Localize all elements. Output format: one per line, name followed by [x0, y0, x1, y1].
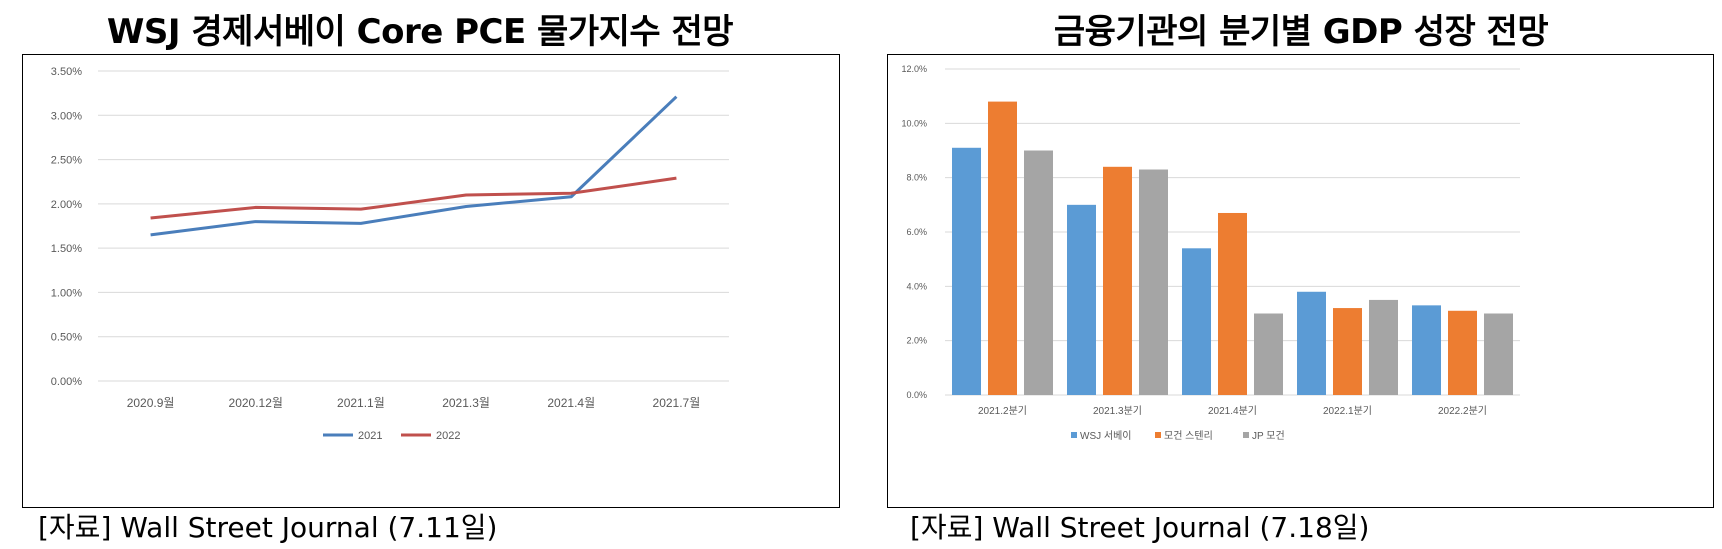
y-tick-label: 1.00%	[51, 287, 82, 299]
y-tick-label: 0.50%	[51, 332, 82, 344]
bar-WSJ 서베이	[952, 147, 981, 395]
right-source-note: [자료] Wall Street Journal (7.18일)	[910, 511, 1370, 544]
legend-label: JP 모건	[1252, 430, 1285, 442]
y-tick-label: 8.0%	[906, 173, 927, 183]
x-tick-label: 2022.2분기	[1438, 405, 1487, 417]
series-line-2021	[150, 95, 678, 237]
x-tick-label: 2021.4월	[547, 396, 595, 410]
y-tick-label: 2.0%	[906, 336, 927, 346]
series-line-2022	[150, 176, 677, 220]
x-tick-label: 2021.7월	[653, 396, 701, 410]
y-tick-label: 1.50%	[51, 243, 82, 255]
bar-JP 모건	[1254, 313, 1283, 395]
legend-label: 모건 스텐리	[1164, 430, 1213, 442]
y-tick-label: 3.00%	[51, 110, 82, 122]
y-tick-label: 10.0%	[901, 118, 927, 128]
bar-WSJ 서베이	[1412, 305, 1441, 395]
y-tick-label: 0.0%	[906, 390, 927, 400]
bar-WSJ 서베이	[1067, 204, 1096, 395]
bar-JP 모건	[1139, 169, 1168, 395]
bar-JP 모건	[1024, 150, 1053, 395]
bar-JP 모건	[1484, 313, 1513, 395]
legend-label: WSJ 서베이	[1080, 430, 1132, 442]
line-chart: 0.00% 0.50% 1.00% 1.50% 2.00% 2.50% 3.00% 3.50%…	[51, 66, 729, 442]
bar-모건 스텐리	[988, 101, 1017, 395]
x-tick-label: 2021.1월	[337, 396, 385, 410]
line-chart-frame: 0.00% 0.50% 1.00% 1.50% 2.00% 2.50% 3.00% 3.50%…	[22, 54, 840, 508]
bar-모건 스텐리	[1103, 166, 1132, 395]
bar-JP 모건	[1369, 299, 1398, 395]
x-tick-label: 2021.2분기	[978, 405, 1027, 417]
x-tick-label: 2022.1분기	[1323, 405, 1372, 417]
y-tick-label: 12.0%	[901, 64, 927, 74]
bar-모건 스텐리	[1333, 308, 1362, 395]
x-tick-label: 2020.9월	[127, 396, 175, 410]
legend-swatch	[1071, 432, 1077, 438]
bar-WSJ 서베이	[1182, 248, 1211, 395]
x-tick-label: 2020.12월	[229, 396, 283, 410]
legend-swatch	[1155, 432, 1161, 438]
y-tick-label: 4.0%	[906, 281, 927, 291]
right-chart-title: 금융기관의 분기별 GDP 성장 전망	[1053, 12, 1549, 52]
bar-모건 스텐리	[1218, 212, 1247, 395]
x-tick-label: 2021.3분기	[1093, 405, 1142, 417]
bar-chart: 0.0% 2.0% 4.0% 6.0% 8.0% 10.0% 12.0% 2021.2분기 20…	[901, 64, 1520, 442]
bar-chart-frame: 0.0% 2.0% 4.0% 6.0% 8.0% 10.0% 12.0% 2021.2분기 20…	[887, 54, 1714, 508]
y-tick-label: 6.0%	[906, 227, 927, 237]
left-chart-title: WSJ 경제서베이 Core PCE 물가지수 전망	[106, 12, 734, 52]
bar-모건 스텐리	[1448, 310, 1477, 395]
left-source-note: [자료] Wall Street Journal (7.11일)	[38, 511, 498, 544]
y-tick-label: 0.00%	[51, 376, 82, 388]
y-tick-label: 2.00%	[51, 199, 82, 211]
y-tick-label: 2.50%	[51, 155, 82, 167]
x-tick-label: 2021.3월	[442, 396, 490, 410]
x-tick-label: 2021.4분기	[1208, 405, 1257, 417]
legend-label: 2021	[358, 430, 382, 442]
legend-swatch	[1243, 432, 1249, 438]
bar-WSJ 서베이	[1297, 291, 1326, 395]
y-tick-label: 3.50%	[51, 66, 82, 78]
legend-label: 2022	[436, 430, 460, 442]
